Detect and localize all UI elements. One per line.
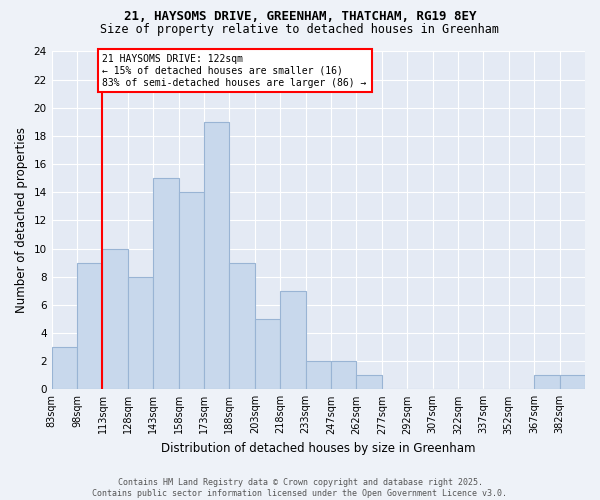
Bar: [229, 262, 255, 390]
Text: Contains HM Land Registry data © Crown copyright and database right 2025.
Contai: Contains HM Land Registry data © Crown c…: [92, 478, 508, 498]
X-axis label: Distribution of detached houses by size in Greenham: Distribution of detached houses by size …: [161, 442, 476, 455]
Bar: [280, 291, 305, 390]
Text: Size of property relative to detached houses in Greenham: Size of property relative to detached ho…: [101, 22, 499, 36]
Text: 21, HAYSOMS DRIVE, GREENHAM, THATCHAM, RG19 8EY: 21, HAYSOMS DRIVE, GREENHAM, THATCHAM, R…: [124, 10, 476, 23]
Bar: [204, 122, 229, 390]
Bar: [153, 178, 179, 390]
Y-axis label: Number of detached properties: Number of detached properties: [15, 128, 28, 314]
Bar: [77, 262, 103, 390]
Bar: [179, 192, 204, 390]
Bar: [128, 276, 153, 390]
Bar: [52, 347, 77, 390]
Bar: [534, 375, 560, 390]
Bar: [103, 248, 128, 390]
Bar: [356, 375, 382, 390]
Text: 21 HAYSOMS DRIVE: 122sqm
← 15% of detached houses are smaller (16)
83% of semi-d: 21 HAYSOMS DRIVE: 122sqm ← 15% of detach…: [103, 54, 367, 88]
Bar: [305, 361, 331, 390]
Bar: [560, 375, 585, 390]
Bar: [255, 319, 280, 390]
Bar: [331, 361, 356, 390]
